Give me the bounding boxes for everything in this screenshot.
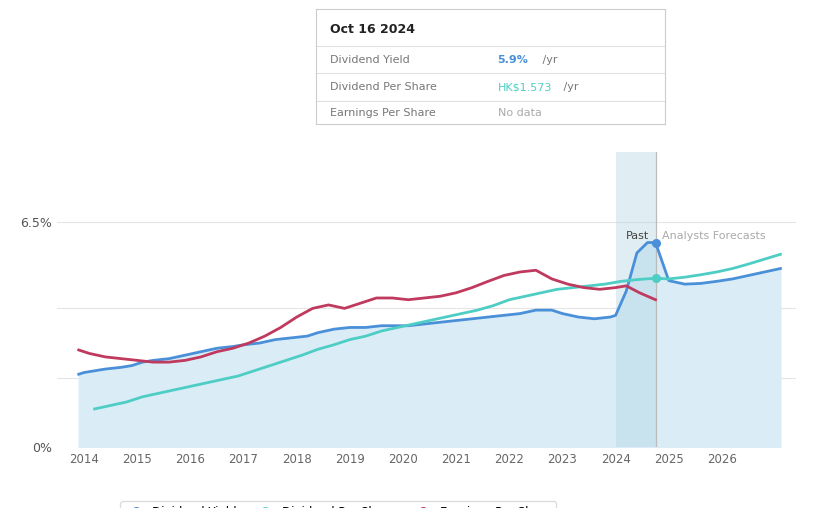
Text: No data: No data	[498, 108, 541, 118]
Text: 5.9%: 5.9%	[498, 54, 529, 65]
Legend: Dividend Yield, Dividend Per Share, Earnings Per Share: Dividend Yield, Dividend Per Share, Earn…	[121, 501, 556, 508]
Text: HK$1.573: HK$1.573	[498, 82, 552, 92]
Text: Earnings Per Share: Earnings Per Share	[330, 108, 436, 118]
Text: Dividend Yield: Dividend Yield	[330, 54, 410, 65]
Text: Oct 16 2024: Oct 16 2024	[330, 22, 415, 36]
Text: Past: Past	[626, 231, 649, 241]
Text: Dividend Per Share: Dividend Per Share	[330, 82, 437, 92]
Text: Analysts Forecasts: Analysts Forecasts	[662, 231, 765, 241]
Text: /yr: /yr	[539, 54, 558, 65]
Bar	[616, 152, 655, 447]
Text: /yr: /yr	[561, 82, 579, 92]
